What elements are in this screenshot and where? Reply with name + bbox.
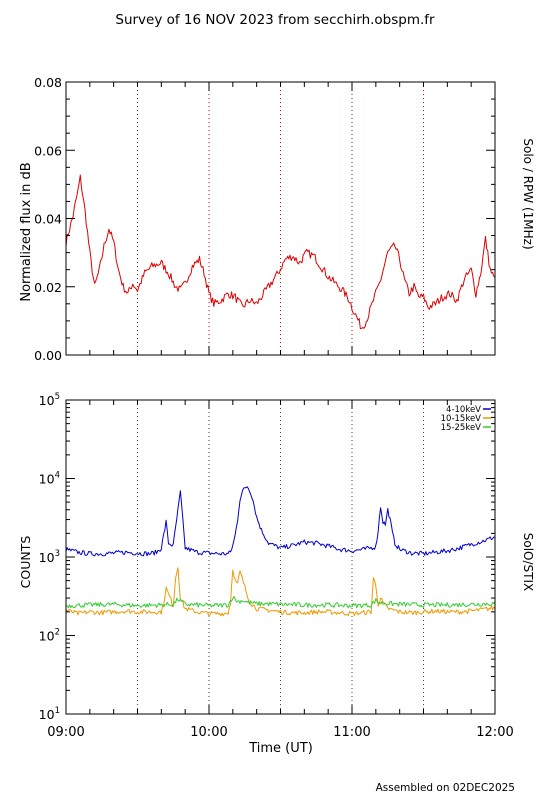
rpw-plot-lines bbox=[65, 174, 496, 330]
legend-label: 15-25keV bbox=[441, 423, 482, 433]
rpw-y-tick-labels: 0.00 0.02 0.04 0.06 0.08 bbox=[34, 75, 62, 363]
rpw-y-tick-label: 0.00 bbox=[34, 348, 62, 363]
x-tick-label: 11:00 bbox=[333, 725, 370, 740]
rpw-panel: 0.00 0.02 0.04 0.06 0.08 Normalized flux in … bbox=[19, 75, 535, 363]
rpw-ticks bbox=[65, 81, 496, 356]
rpw-y-tick-label: 0.04 bbox=[34, 212, 62, 227]
rpw-y-tick-label: 0.08 bbox=[34, 75, 62, 90]
assembled-footer: Assembled on 02DEC2025 bbox=[376, 782, 515, 794]
stix-y-tick-label: 102 bbox=[39, 628, 60, 644]
x-axis-label: Time (UT) bbox=[248, 741, 313, 756]
stix-plot-lines bbox=[65, 486, 496, 617]
rpw-instrument-label: Solo / RPW (1MHz) bbox=[521, 138, 535, 249]
x-tick-label: 09:00 bbox=[47, 725, 84, 740]
rpw-y-tick-label: 0.02 bbox=[34, 280, 62, 295]
stix-y-axis-label: COUNTS bbox=[18, 536, 33, 589]
rpw-y-axis-label: Normalized flux in dB bbox=[19, 162, 34, 301]
stix-y-tick-label: 104 bbox=[39, 471, 60, 487]
stix-panel: 101 102 103 104 105 COUNTS SolO/STIX 4-10keV… bbox=[18, 392, 535, 722]
stix-series-line-0 bbox=[65, 486, 496, 557]
stix-y-tick-label: 105 bbox=[39, 392, 60, 408]
stix-y-tick-label: 103 bbox=[39, 549, 60, 565]
rpw-y-tick-label: 0.06 bbox=[34, 143, 62, 158]
stix-y-tick-label: 101 bbox=[39, 706, 60, 722]
stix-y-tick-labels: 101 102 103 104 105 bbox=[39, 392, 60, 722]
stix-gridlines bbox=[137, 400, 424, 714]
rpw-series-line-0 bbox=[65, 174, 496, 330]
x-tick-label: 10:00 bbox=[190, 725, 227, 740]
stix-ticks bbox=[65, 399, 496, 715]
x-tick-labels: 09:00 10:00 11:00 12:00 bbox=[47, 725, 513, 740]
rpw-gridlines bbox=[137, 82, 424, 355]
stix-series-line-1 bbox=[65, 567, 496, 617]
figure-title: Survey of 16 NOV 2023 from secchirh.obsp… bbox=[115, 12, 435, 28]
stix-series-line-2 bbox=[65, 595, 496, 609]
legend-label: 10-15keV bbox=[441, 414, 482, 424]
x-tick-label: 12:00 bbox=[476, 725, 513, 740]
stix-instrument-label: SolO/STIX bbox=[521, 533, 535, 592]
legend-label: 4-10keV bbox=[446, 405, 481, 415]
